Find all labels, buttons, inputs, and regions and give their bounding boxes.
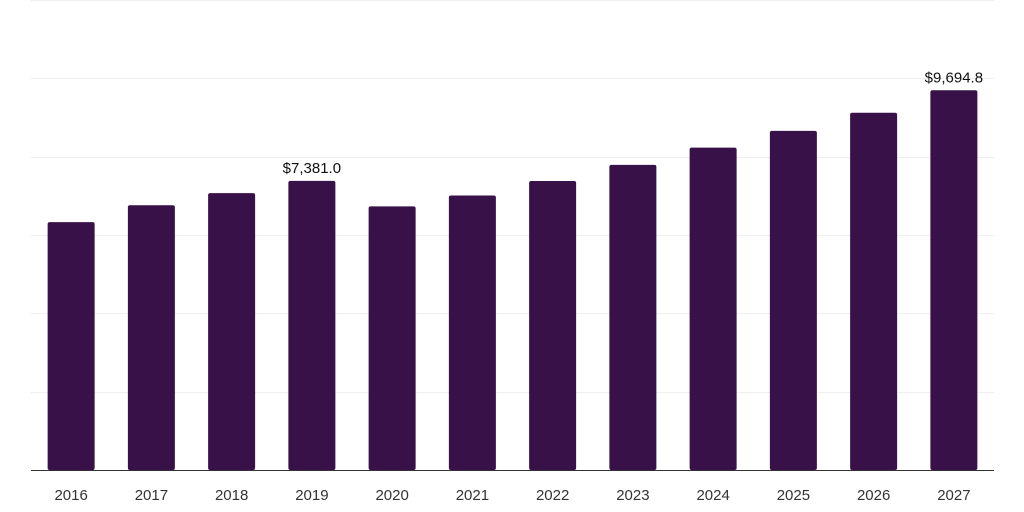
data-label-2027: $9,694.8	[925, 69, 983, 86]
x-tick-label-2016: 2016	[54, 487, 87, 504]
bar-2020[interactable]	[368, 206, 416, 471]
data-labels: $7,381.0 $9,694.8	[283, 69, 983, 177]
bar-2022[interactable]	[529, 180, 577, 470]
bar-2027[interactable]	[930, 90, 978, 471]
bar-2024[interactable]	[689, 147, 737, 471]
gridlines	[31, 0, 994, 393]
bar-2025[interactable]	[769, 130, 817, 471]
bar-2017[interactable]	[127, 205, 175, 470]
bars	[47, 90, 978, 471]
bar-2018[interactable]	[208, 193, 256, 470]
x-tick-label-2020: 2020	[375, 487, 408, 504]
x-tick-labels: 2016 2017 2018 2019 2020 2021 2022 2023 2024 2025…	[54, 487, 970, 504]
x-tick-label-2027: 2027	[937, 487, 970, 504]
x-tick-label-2022: 2022	[536, 487, 569, 504]
bar-2023[interactable]	[609, 164, 657, 470]
data-label-2019: $7,381.0	[283, 160, 341, 177]
x-tick-label-2018: 2018	[215, 487, 248, 504]
x-tick-label-2019: 2019	[295, 487, 328, 504]
bar-2016[interactable]	[47, 222, 95, 470]
x-tick-label-2021: 2021	[456, 487, 489, 504]
x-tick-label-2024: 2024	[696, 487, 729, 504]
bar-2021[interactable]	[448, 195, 496, 471]
x-tick-label-2023: 2023	[616, 487, 649, 504]
x-tick-label-2026: 2026	[857, 487, 890, 504]
x-tick-label-2025: 2025	[777, 487, 810, 504]
bar-2026[interactable]	[850, 112, 898, 471]
bar-2019[interactable]	[288, 180, 336, 470]
x-tick-label-2017: 2017	[135, 487, 168, 504]
